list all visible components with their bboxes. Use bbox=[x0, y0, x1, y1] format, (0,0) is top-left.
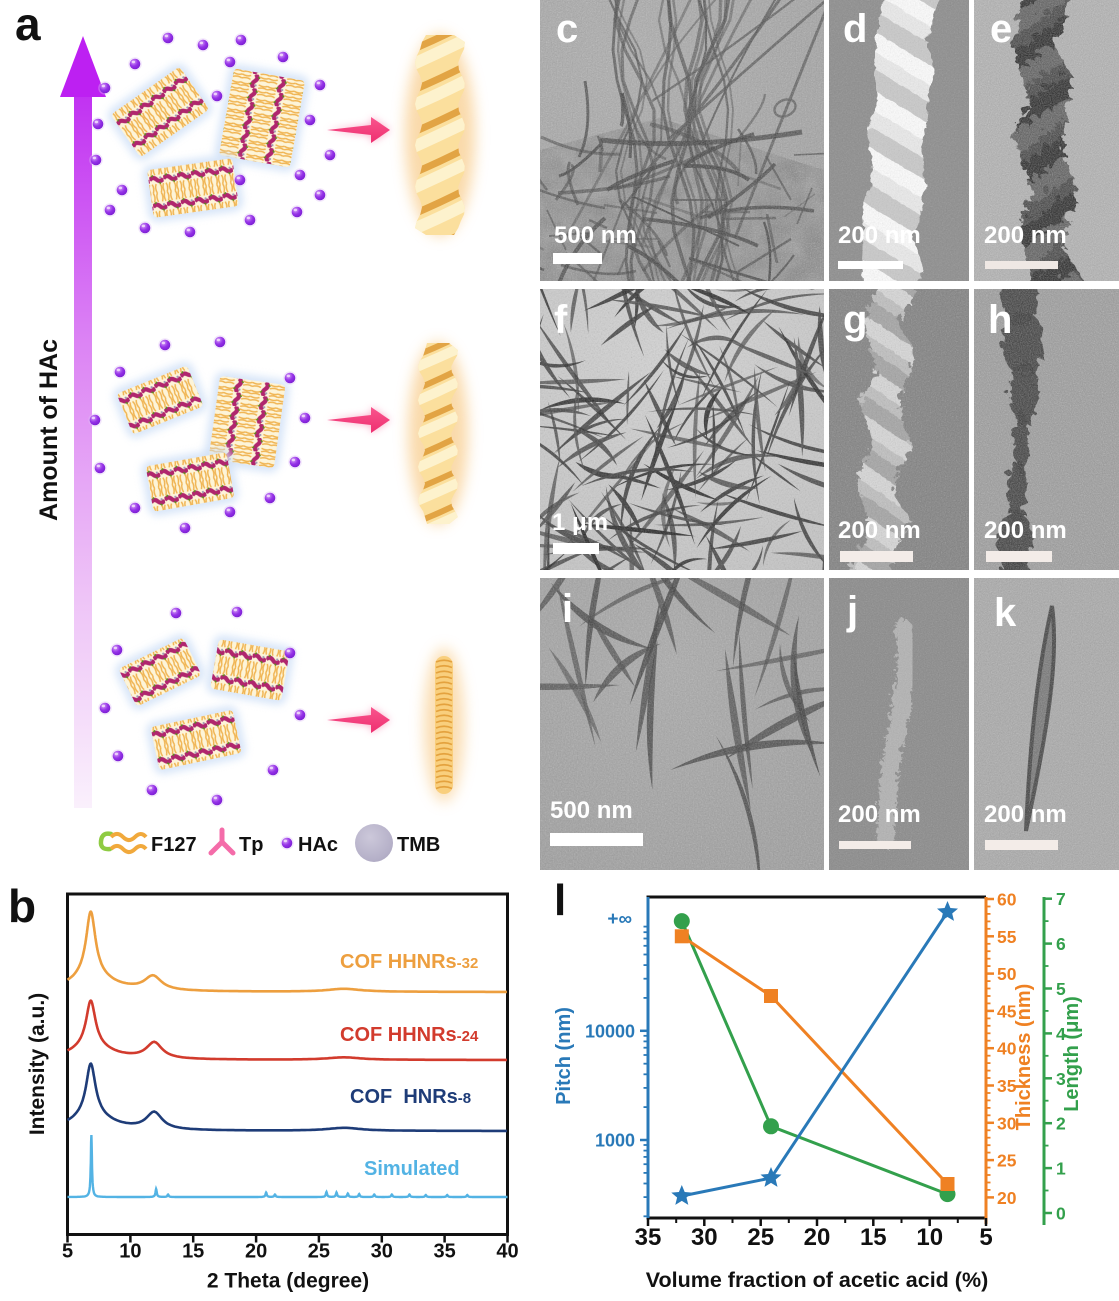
svg-text:Tp: Tp bbox=[239, 834, 263, 856]
svg-text:10000: 10000 bbox=[585, 1021, 635, 1041]
svg-text:4: 4 bbox=[1056, 1024, 1066, 1044]
svg-text:20: 20 bbox=[245, 1241, 267, 1263]
svg-text:5: 5 bbox=[62, 1241, 73, 1263]
svg-text:40: 40 bbox=[496, 1241, 518, 1263]
svg-text:6: 6 bbox=[1056, 934, 1066, 954]
svg-text:500 nm: 500 nm bbox=[550, 797, 633, 824]
svg-text:200 nm: 200 nm bbox=[838, 517, 921, 544]
svg-text:25: 25 bbox=[997, 1151, 1017, 1171]
svg-text:c: c bbox=[556, 7, 578, 51]
svg-text:25: 25 bbox=[747, 1224, 774, 1251]
svg-text:i: i bbox=[562, 587, 573, 631]
svg-text:200 nm: 200 nm bbox=[984, 222, 1067, 249]
svg-text:f: f bbox=[554, 298, 568, 342]
svg-text:HAc: HAc bbox=[298, 834, 338, 856]
svg-text:15: 15 bbox=[860, 1224, 887, 1251]
svg-text:g: g bbox=[843, 298, 867, 342]
svg-text:200 nm: 200 nm bbox=[838, 222, 921, 249]
svg-text:10: 10 bbox=[119, 1241, 141, 1263]
svg-text:Length (μm): Length (μm) bbox=[1061, 996, 1083, 1112]
svg-text:Volume fraction of acetic acid: Volume fraction of acetic acid (%) bbox=[646, 1268, 988, 1292]
svg-text:500 nm: 500 nm bbox=[554, 222, 637, 249]
svg-text:d: d bbox=[843, 7, 867, 51]
svg-text:1000: 1000 bbox=[595, 1131, 635, 1151]
svg-text:200 nm: 200 nm bbox=[984, 801, 1067, 828]
svg-text:35: 35 bbox=[433, 1241, 455, 1263]
svg-text:TMB: TMB bbox=[397, 834, 440, 856]
svg-text:55: 55 bbox=[997, 927, 1017, 947]
svg-text:k: k bbox=[994, 591, 1017, 635]
svg-text:20: 20 bbox=[804, 1224, 831, 1251]
svg-text:30: 30 bbox=[691, 1224, 718, 1251]
svg-text:35: 35 bbox=[635, 1224, 662, 1251]
svg-text:COF HHNRs-24: COF HHNRs-24 bbox=[340, 1024, 479, 1046]
svg-text:30: 30 bbox=[997, 1113, 1017, 1133]
svg-text:Amount of HAc: Amount of HAc bbox=[35, 339, 63, 521]
svg-text:+∞: +∞ bbox=[607, 909, 632, 930]
svg-text:COF HNRs-8: COF HNRs-8 bbox=[350, 1086, 471, 1108]
svg-text:1 μm: 1 μm bbox=[552, 509, 608, 536]
svg-text:10: 10 bbox=[916, 1224, 943, 1251]
svg-text:h: h bbox=[988, 298, 1012, 342]
svg-text:40: 40 bbox=[997, 1039, 1017, 1059]
svg-text:7: 7 bbox=[1056, 889, 1066, 909]
svg-text:45: 45 bbox=[997, 1001, 1017, 1021]
svg-text:60: 60 bbox=[997, 890, 1017, 910]
svg-text:25: 25 bbox=[308, 1241, 330, 1263]
svg-text:3: 3 bbox=[1056, 1069, 1066, 1089]
svg-text:j: j bbox=[846, 589, 858, 633]
svg-text:Pitch (nm): Pitch (nm) bbox=[553, 1007, 575, 1105]
svg-text:l: l bbox=[554, 876, 566, 925]
svg-text:1: 1 bbox=[1056, 1159, 1066, 1179]
svg-text:5: 5 bbox=[979, 1224, 992, 1251]
svg-text:Thickness (nm): Thickness (nm) bbox=[1013, 984, 1035, 1131]
svg-text:5: 5 bbox=[1056, 979, 1066, 999]
svg-text:2: 2 bbox=[1056, 1114, 1066, 1134]
svg-text:b: b bbox=[8, 880, 36, 932]
svg-text:200 nm: 200 nm bbox=[838, 801, 921, 828]
svg-text:Intensity (a.u.): Intensity (a.u.) bbox=[26, 993, 49, 1135]
svg-text:2 Theta (degree): 2 Theta (degree) bbox=[207, 1270, 369, 1293]
svg-text:a: a bbox=[15, 0, 41, 50]
svg-text:COF HHNRs-32: COF HHNRs-32 bbox=[340, 951, 478, 973]
svg-text:0: 0 bbox=[1056, 1204, 1066, 1224]
svg-text:200 nm: 200 nm bbox=[984, 517, 1067, 544]
svg-text:50: 50 bbox=[997, 964, 1017, 984]
svg-text:20: 20 bbox=[997, 1188, 1017, 1208]
svg-text:e: e bbox=[990, 7, 1012, 51]
svg-text:Simulated: Simulated bbox=[364, 1158, 460, 1180]
svg-text:35: 35 bbox=[997, 1076, 1017, 1096]
svg-text:15: 15 bbox=[182, 1241, 204, 1263]
svg-text:F127: F127 bbox=[151, 834, 197, 856]
svg-text:30: 30 bbox=[371, 1241, 393, 1263]
